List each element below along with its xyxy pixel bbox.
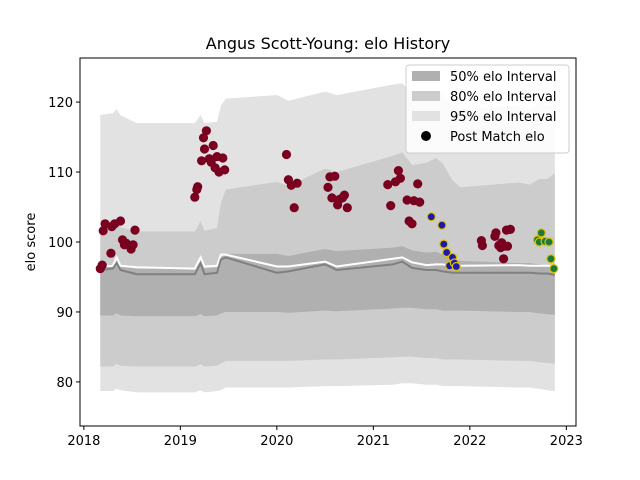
data-point [386,201,396,211]
data-point [491,228,501,238]
data-point [330,171,340,181]
chart-title: Angus Scott-Young: elo History [206,34,450,53]
legend-swatch [412,71,440,81]
legend-swatch [412,111,440,121]
data-point [407,219,417,229]
y-tick-label: 80 [56,376,73,391]
data-point [197,156,207,166]
data-point [383,180,393,190]
data-point [413,179,423,189]
y-tick-label: 90 [56,306,73,321]
legend-label: 80% elo Interval [450,90,557,105]
legend-label: 95% elo Interval [450,110,557,125]
data-point [193,182,203,192]
x-tick-label: 2023 [550,434,583,449]
legend: 50% elo Interval 80% elo Interval 95% elo … [405,64,570,154]
data-point [339,190,349,200]
data-point [505,224,515,234]
x-axis: 2018 2019 2020 2021 2022 2023 [67,426,583,449]
x-tick-label: 2020 [260,434,293,449]
legend-label: 50% elo Interval [450,70,557,85]
data-point [128,240,138,250]
data-point [323,182,333,192]
y-tick-label: 120 [48,96,73,111]
data-point [426,212,436,222]
data-point [130,225,140,235]
data-point [395,173,405,183]
data-point [289,203,299,213]
data-point [439,239,449,249]
y-axis: 80 90 100 110 120 [48,96,80,391]
data-point [502,241,513,251]
y-tick-label: 110 [48,166,73,181]
data-point [544,237,554,247]
y-tick-label: 100 [48,236,73,251]
data-point [442,247,452,258]
data-point [220,165,230,175]
legend-swatch [412,91,440,101]
data-point [106,248,116,258]
data-point [549,264,559,274]
match-points [95,126,559,274]
data-point [451,261,461,272]
line-3 [100,253,555,270]
data-point [218,153,228,163]
data-point [437,220,447,230]
data-point [115,216,126,226]
x-tick-label: 2018 [67,434,100,449]
data-point [342,203,352,213]
x-tick-label: 2019 [164,434,197,449]
data-point [199,144,210,154]
data-point [208,140,218,151]
data-point [281,149,292,160]
legend-label: Post Match elo [450,130,545,145]
data-point [97,260,107,270]
data-point [190,192,200,202]
data-point [292,178,302,188]
data-point [393,166,403,176]
data-point [546,254,556,264]
median-lines [100,253,555,276]
x-tick-label: 2021 [357,434,390,449]
data-point [499,254,509,264]
data-point [201,126,211,136]
data-point [536,228,546,238]
y-axis-label: elo score [24,213,39,272]
data-point [415,197,425,207]
data-point [477,240,487,251]
legend-marker [421,131,431,141]
data-point [327,193,337,203]
line-4 [100,256,555,276]
x-tick-label: 2022 [453,434,486,449]
legend-box [405,64,570,154]
